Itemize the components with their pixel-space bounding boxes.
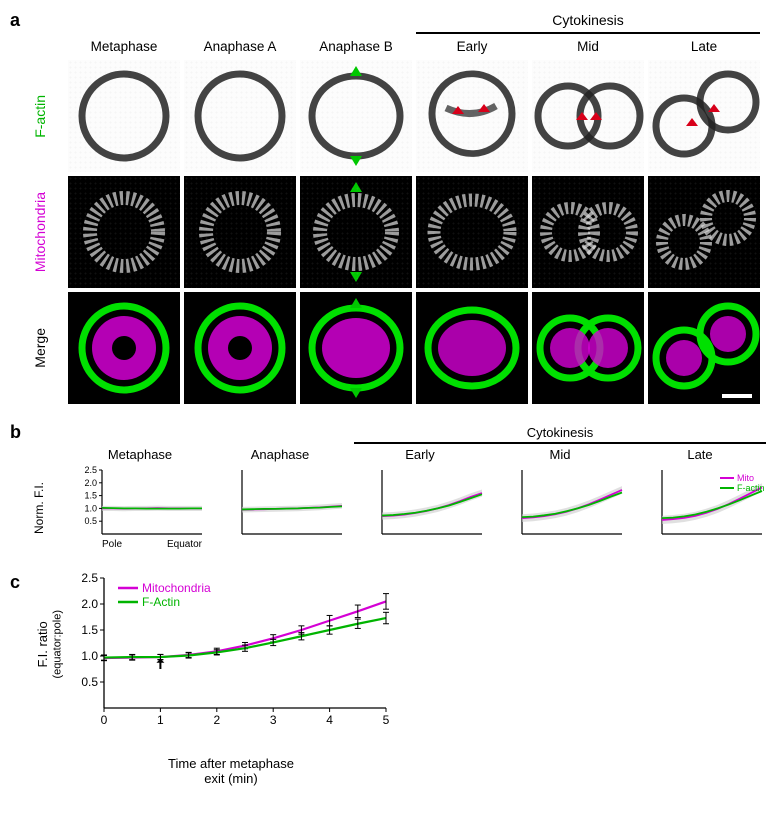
b-head-early: Early	[354, 447, 486, 462]
row-label-factin: F-actin	[32, 95, 64, 138]
img-mito-anaphase-b	[300, 176, 412, 288]
svg-text:Mito: Mito	[737, 473, 754, 483]
img-factin-metaphase	[68, 60, 180, 172]
svg-text:2.5: 2.5	[84, 466, 97, 475]
panel-a-label: a	[10, 10, 20, 31]
svg-text:Equator: Equator	[167, 539, 203, 550]
b-head-metaphase: Metaphase	[74, 447, 206, 462]
img-merge-anaphase-b	[300, 292, 412, 404]
img-factin-anaphase-a	[184, 60, 296, 172]
svg-text:0: 0	[101, 713, 108, 727]
cytokinesis-header: Cytokinesis	[416, 12, 760, 30]
b-chart-metaphase: 0.5 1.0 1.5 2.0 2.5 Pole Equator	[74, 466, 206, 550]
stage-late: Late	[648, 39, 760, 54]
svg-text:1.0: 1.0	[84, 503, 97, 513]
img-merge-anaphase-a	[184, 292, 296, 404]
row-label-mito: Mitochondria	[32, 192, 64, 272]
svg-text:0.5: 0.5	[81, 675, 98, 689]
stage-metaphase: Metaphase	[68, 39, 180, 54]
c-y-label: F.I. ratio (equator:pole)	[36, 610, 65, 679]
img-factin-early	[416, 60, 528, 172]
img-mito-late	[648, 176, 760, 288]
svg-text:1: 1	[157, 713, 164, 727]
panel-b-label: b	[10, 422, 21, 443]
c-x-label: Time after metaphase exit (min)	[116, 757, 346, 786]
img-mito-anaphase-a	[184, 176, 296, 288]
panel-a: a Cytokinesis Metaphase Anaphase A Anaph…	[10, 10, 774, 404]
img-factin-anaphase-b	[300, 60, 412, 172]
img-merge-mid	[532, 292, 644, 404]
b-head-late: Late	[634, 447, 766, 462]
b-chart-mid	[494, 466, 626, 550]
scale-bar	[722, 394, 752, 398]
svg-text:Mitochondria: Mitochondria	[142, 581, 211, 595]
b-y-label: Norm. F.I.	[32, 482, 66, 534]
b-cytokinesis-header: Cytokinesis	[354, 424, 766, 442]
svg-text:4: 4	[326, 713, 333, 727]
svg-text:0.5: 0.5	[84, 516, 97, 526]
img-mito-early	[416, 176, 528, 288]
panel-c: c F.I. ratio (equator:pole) 0.5 1.0 1.5 2.0…	[10, 572, 412, 752]
svg-text:1.5: 1.5	[84, 491, 97, 501]
img-merge-metaphase	[68, 292, 180, 404]
svg-text:Pole: Pole	[102, 539, 122, 550]
img-merge-early	[416, 292, 528, 404]
panel-c-label: c	[10, 572, 20, 593]
svg-text:1.5: 1.5	[81, 623, 98, 637]
b-head-mid: Mid	[494, 447, 626, 462]
cytokinesis-label: Cytokinesis	[552, 12, 624, 28]
svg-text:3: 3	[270, 713, 277, 727]
stage-early: Early	[416, 39, 528, 54]
svg-text:2: 2	[213, 713, 220, 727]
svg-text:F-actin: F-actin	[737, 483, 765, 493]
stage-mid: Mid	[532, 39, 644, 54]
img-mito-metaphase	[68, 176, 180, 288]
row-label-merge: Merge	[32, 328, 64, 368]
img-merge-late	[648, 292, 760, 404]
svg-text:F-Actin: F-Actin	[142, 595, 180, 609]
img-factin-late	[648, 60, 760, 172]
stage-anaphase-a: Anaphase A	[184, 39, 296, 54]
svg-text:1.0: 1.0	[81, 649, 98, 663]
b-chart-early	[354, 466, 486, 550]
b-head-anaphase: Anaphase	[214, 447, 346, 462]
b-chart-late: MitoF-actin	[634, 466, 766, 550]
c-chart: 0.5 1.0 1.5 2.0 2.5 0 1 2 3 4 5 MitochondriaF-Actin	[66, 572, 396, 732]
img-factin-mid	[532, 60, 644, 172]
b-chart-anaphase	[214, 466, 346, 550]
svg-text:2.5: 2.5	[81, 572, 98, 585]
svg-text:2.0: 2.0	[84, 478, 97, 488]
panel-b: b Cytokinesis Metaphase Anaphase Early M…	[10, 422, 774, 550]
svg-text:5: 5	[383, 713, 390, 727]
img-mito-mid	[532, 176, 644, 288]
svg-text:2.0: 2.0	[81, 597, 98, 611]
stage-anaphase-b: Anaphase B	[300, 39, 412, 54]
